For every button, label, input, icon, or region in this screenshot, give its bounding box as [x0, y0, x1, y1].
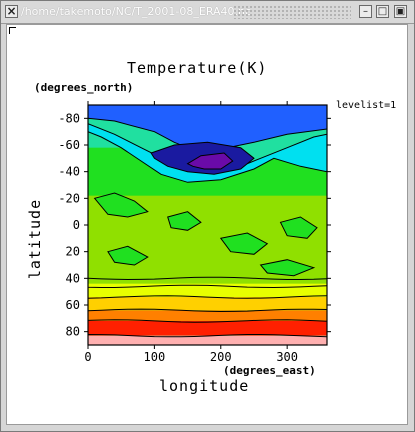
tropical-patch-2 — [219, 232, 269, 255]
region-north-0 — [88, 278, 327, 287]
minimize-icon[interactable]: – — [359, 5, 372, 18]
y-tick-label: 60 — [66, 298, 80, 312]
contour-line-3 — [88, 308, 327, 313]
contour-line-4 — [88, 319, 327, 323]
title-bar[interactable]: × /home/takemoto/NC/T_2001-08_ERA40.nc –… — [1, 1, 414, 24]
contour-line-2 — [88, 295, 327, 299]
y-axis-unit: (degrees_north) — [34, 81, 134, 94]
y-axis-label: latitude — [26, 198, 45, 280]
y-tick-label: -80 — [58, 111, 80, 125]
tropical-patch-1 — [167, 211, 202, 231]
y-tick-label: 40 — [66, 271, 80, 285]
plot-title: Temperature(K) — [127, 59, 268, 77]
x-tick-label: 0 — [84, 350, 91, 364]
y-tick-label: -20 — [58, 191, 80, 205]
maximize-icon[interactable]: □ — [376, 5, 389, 18]
close-icon[interactable]: × — [5, 4, 18, 18]
contour-line-5 — [88, 333, 327, 338]
y-tick-label: -40 — [58, 165, 80, 179]
region-band-60 — [88, 297, 327, 311]
x-tick-label: 300 — [276, 350, 298, 364]
levellist-label: levelist=1 — [336, 100, 397, 111]
x-axis-label: longitude — [159, 377, 250, 395]
y-tick-label: 20 — [66, 245, 80, 259]
tropical-patch-3 — [279, 216, 318, 239]
tropical-patch-0 — [93, 192, 149, 218]
contour-region-4 — [186, 152, 234, 170]
plot-canvas: -80 -60 -40 -20 0 20 40 60 80 0 100 200 300 Temperat… — [6, 24, 408, 425]
corner-marker — [9, 27, 16, 34]
y-tick-label: 0 — [73, 218, 80, 232]
region-band-70 — [88, 310, 327, 321]
tropical-patch-5 — [259, 259, 316, 277]
x-axis-unit: (degrees_east) — [223, 364, 316, 377]
window-title: /home/takemoto/NC/T_2001-08_ERA40.nc — [21, 5, 252, 18]
contour-line-1 — [88, 284, 327, 289]
titlebar-grip[interactable] — [233, 5, 351, 19]
x-tick-label: 100 — [144, 350, 166, 364]
contour-plot: -80 -60 -40 -20 0 20 40 60 80 0 100 200 300 — [58, 101, 331, 364]
x-tick-label: 200 — [210, 350, 232, 364]
region-band-78 — [88, 321, 327, 336]
contour-line-0 — [88, 276, 327, 281]
region-band-85 — [88, 335, 327, 345]
restore-icon[interactable]: ▣ — [394, 5, 407, 18]
tropical-patch-4 — [107, 245, 149, 266]
y-tick-label: 80 — [66, 325, 80, 339]
contour-region-2 — [88, 105, 327, 151]
y-tick-label: -60 — [58, 138, 80, 152]
